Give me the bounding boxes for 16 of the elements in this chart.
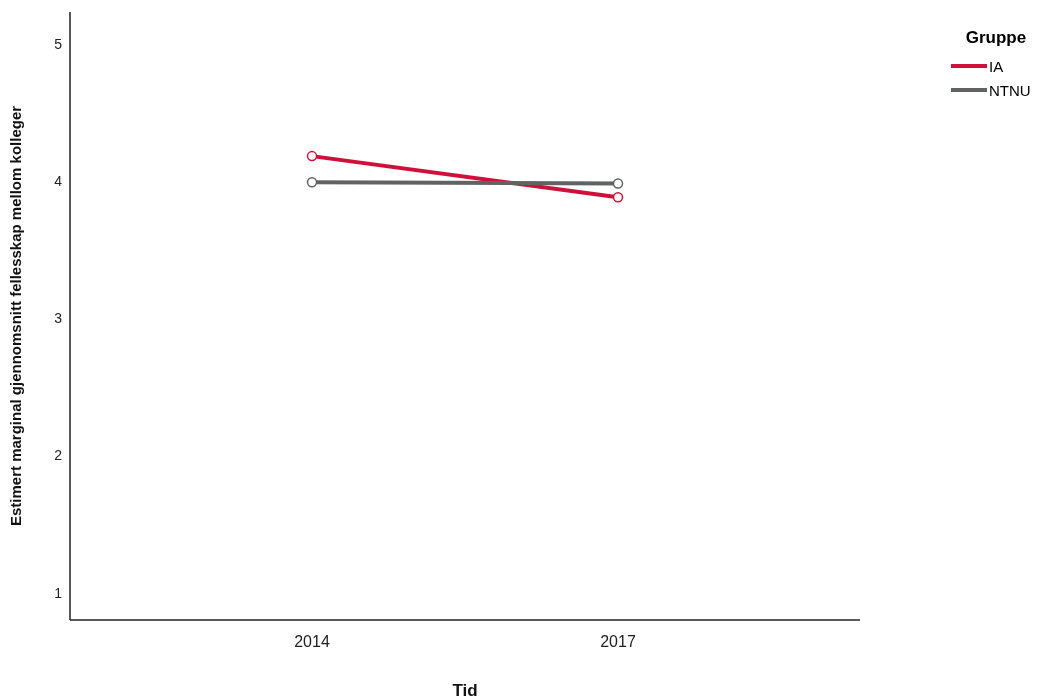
x-tick-label: 2017 xyxy=(600,633,636,651)
legend-label: IA xyxy=(989,57,1004,75)
y-tick-label: 1 xyxy=(54,584,63,601)
y-tick-label: 2 xyxy=(54,447,63,464)
point xyxy=(612,178,624,189)
y-tick-label: 4 xyxy=(54,172,63,189)
x-tick-label: 2014 xyxy=(294,633,330,651)
y-axis-title: Estimert marginal gjennomsnitt fellesskap mellom kolleger xyxy=(7,105,25,527)
point xyxy=(306,176,318,188)
x-axis-title: Tid xyxy=(452,681,478,700)
legend-label: NTNU xyxy=(989,81,1031,99)
point xyxy=(306,150,318,162)
y-tick-label: 3 xyxy=(54,310,63,327)
y-tick-label: 5 xyxy=(54,35,63,52)
legend-title: Gruppe xyxy=(964,28,1028,48)
point xyxy=(612,192,624,203)
